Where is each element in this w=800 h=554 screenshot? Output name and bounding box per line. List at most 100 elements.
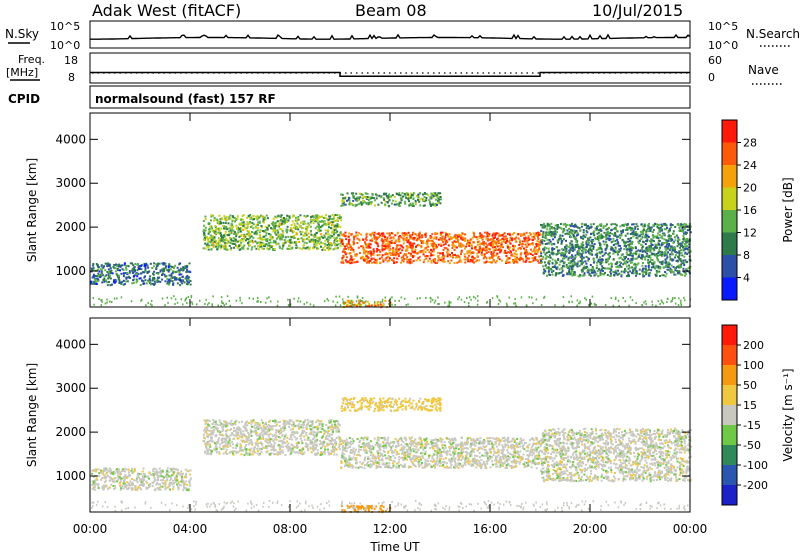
- data-cell: [219, 220, 222, 223]
- data-cell: [416, 234, 419, 237]
- data-cell: [555, 246, 558, 249]
- data-cell: [497, 234, 500, 237]
- data-cell: [617, 269, 619, 272]
- data-cell: [494, 249, 497, 252]
- data-cell: [589, 236, 592, 239]
- data-cell: [210, 248, 213, 251]
- data-cell: [610, 229, 613, 232]
- data-cell: [211, 214, 214, 217]
- data-cell: [390, 239, 393, 242]
- data-cell: [319, 216, 322, 218]
- data-cell: [498, 299, 500, 302]
- data-cell: [167, 474, 169, 476]
- data-cell: [674, 267, 677, 269]
- data-cell: [186, 268, 189, 271]
- data-cell: [152, 277, 155, 280]
- data-cell: [270, 227, 272, 230]
- data-cell: [554, 304, 556, 307]
- data-cell: [144, 266, 147, 269]
- data-cell: [424, 235, 427, 238]
- data-cell: [535, 232, 538, 235]
- data-cell: [215, 242, 218, 245]
- data-cell: [582, 229, 585, 232]
- data-cell: [431, 240, 434, 243]
- data-cell: [258, 231, 261, 234]
- data-cell: [303, 238, 306, 241]
- data-cell: [513, 255, 516, 258]
- data-cell: [622, 229, 624, 232]
- data-cell: [452, 254, 455, 256]
- data-cell: [641, 229, 644, 232]
- data-cell: [146, 481, 149, 484]
- data-cell: [274, 241, 277, 244]
- data-cell: [437, 258, 440, 261]
- data-cell: [400, 296, 403, 299]
- data-cell: [566, 229, 569, 232]
- data-cell: [248, 232, 250, 235]
- data-cell: [495, 259, 498, 262]
- data-cell: [583, 272, 586, 275]
- data-cell: [434, 236, 437, 239]
- data-cell: [147, 302, 149, 305]
- data-cell: [324, 242, 327, 245]
- data-cell: [409, 192, 412, 195]
- data-cell: [317, 223, 320, 226]
- data-cell: [270, 300, 272, 303]
- data-cell: [677, 238, 680, 241]
- data-cell: [454, 256, 457, 259]
- data-cell: [176, 270, 179, 273]
- data-cell: [338, 214, 341, 217]
- data-cell: [562, 238, 565, 241]
- data-cell: [583, 247, 586, 250]
- data-cell: [434, 203, 437, 205]
- data-cell: [492, 260, 495, 263]
- data-cell: [203, 229, 206, 232]
- data-cell: [107, 264, 110, 267]
- data-cell: [579, 248, 581, 251]
- data-cell: [686, 229, 689, 232]
- data-cell: [186, 274, 189, 277]
- data-cell: [364, 250, 367, 253]
- data-cell: [228, 230, 231, 233]
- data-cell: [494, 241, 497, 244]
- data-cell: [184, 265, 187, 268]
- data-cell: [602, 227, 605, 229]
- data-cell: [611, 247, 614, 250]
- data-cell: [509, 250, 512, 253]
- cpid-text: normalsound (fast) 157 RF: [95, 92, 276, 106]
- data-cell: [164, 280, 167, 283]
- data-cell: [486, 244, 489, 247]
- data-cell: [619, 256, 622, 259]
- data-cell: [235, 224, 238, 227]
- data-cell: [247, 242, 249, 245]
- data-cell: [151, 267, 154, 269]
- data-cell: [553, 227, 556, 230]
- data-cell: [421, 251, 424, 254]
- data-cell: [564, 248, 567, 251]
- data-cell: [433, 301, 436, 304]
- data-cell: [334, 237, 337, 240]
- data-cell: [262, 238, 265, 241]
- data-cell: [570, 236, 572, 239]
- data-cell: [427, 194, 430, 197]
- data-cell: [456, 234, 459, 237]
- data-cell: [620, 230, 623, 233]
- data-cell: [555, 272, 558, 275]
- data-cell: [642, 275, 645, 278]
- data-cell: [411, 244, 414, 247]
- data-cell: [442, 243, 445, 246]
- data-cell: [229, 231, 232, 234]
- data-cell: [681, 230, 684, 233]
- data-cell: [570, 266, 573, 269]
- data-cell: [460, 234, 462, 237]
- data-cell: [272, 221, 275, 224]
- data-cell: [420, 245, 423, 248]
- data-cell: [429, 254, 432, 257]
- data-cell: [663, 228, 666, 231]
- data-cell: [685, 223, 688, 226]
- data-cell: [223, 235, 226, 238]
- data-cell: [157, 262, 160, 265]
- data-cell: [641, 250, 644, 253]
- data-cell: [239, 299, 241, 302]
- data-cell: [104, 275, 107, 278]
